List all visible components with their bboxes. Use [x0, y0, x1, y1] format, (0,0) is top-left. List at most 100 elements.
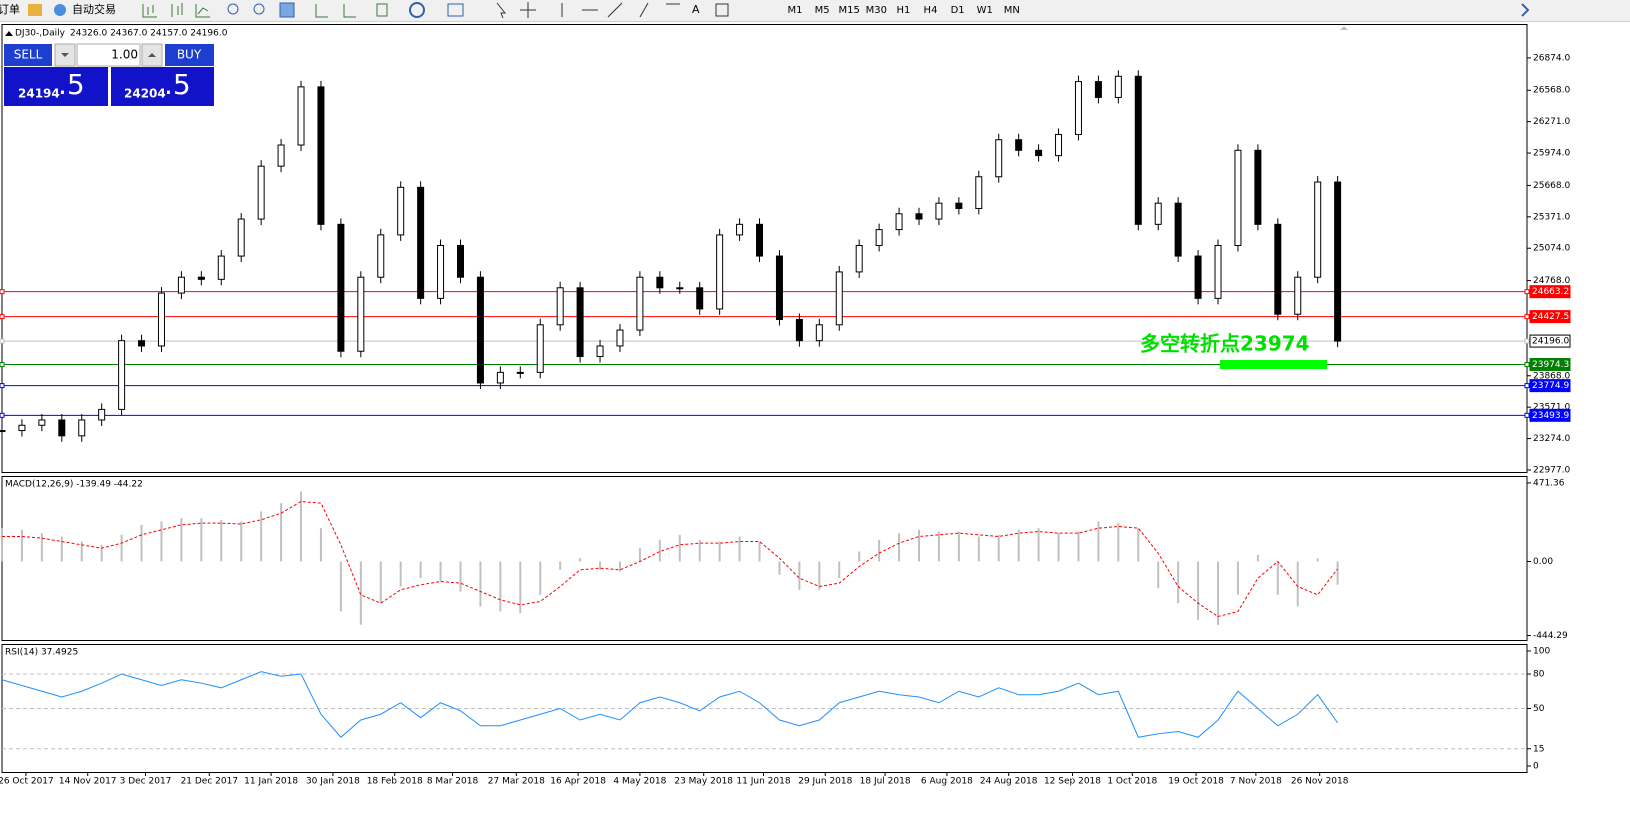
icon[interactable]	[28, 4, 42, 16]
icon[interactable]	[171, 3, 183, 17]
candle	[835, 271, 843, 326]
candle	[576, 287, 584, 358]
ask-price[interactable]: 24204	[124, 87, 166, 101]
y-tick-label: 50	[1533, 704, 1545, 714]
icon[interactable]	[253, 3, 265, 15]
candle	[895, 213, 903, 231]
bid-fraction[interactable]: .5	[58, 68, 85, 101]
macd-bar	[658, 539, 661, 562]
level-label: 23493.9	[1532, 411, 1569, 421]
x-tick-label: 3 Dec 2017	[120, 777, 172, 787]
candle	[377, 234, 385, 278]
shift-marker	[1340, 26, 1348, 30]
ask-fraction[interactable]: .5	[164, 68, 191, 101]
rsi-line	[1, 671, 1339, 738]
macd-bar	[599, 561, 602, 570]
y-tick-label: 15	[1533, 744, 1544, 754]
macd-bar	[519, 561, 522, 614]
icon[interactable]: A	[692, 3, 700, 16]
icon[interactable]	[496, 2, 680, 19]
bid-price[interactable]: 24194	[18, 87, 60, 101]
period-button[interactable]: M1	[788, 5, 803, 16]
icon[interactable]	[54, 4, 66, 16]
icon[interactable]	[447, 3, 464, 17]
macd-bar	[638, 548, 641, 562]
period-button[interactable]: M5	[815, 5, 830, 16]
plots: 26874.0 26568.0 26271.0 25974.0 25668.0 25371…	[0, 53, 1571, 787]
arrow	[148, 53, 156, 57]
x-tick-label: 14 Nov 2017	[59, 777, 117, 787]
candle	[556, 287, 564, 326]
macd-bar	[1256, 554, 1259, 562]
candle	[496, 371, 504, 384]
y-tick-label: 25074.0	[1533, 244, 1570, 254]
level-label: 24196.0	[1532, 337, 1569, 347]
macd-bar	[1177, 561, 1180, 604]
macd-bar	[1097, 521, 1100, 562]
period-button[interactable]: M15	[839, 5, 860, 16]
x-tick-label: 12 Sep 2018	[1044, 777, 1101, 787]
macd-bar	[379, 561, 382, 604]
icon[interactable]	[142, 4, 157, 18]
candle	[1134, 75, 1142, 225]
period-button[interactable]: MN	[1004, 5, 1020, 16]
lots-input[interactable]	[76, 43, 141, 67]
y-tick-label: -444.29	[1533, 631, 1568, 641]
candle	[935, 202, 943, 220]
sell-button[interactable]	[4, 44, 52, 66]
macd-bar	[439, 561, 442, 582]
x-tick-label: 11 Jan 2018	[244, 777, 298, 787]
period-button[interactable]: H4	[924, 5, 938, 16]
icon[interactable]	[409, 2, 425, 18]
macd-bar	[300, 491, 303, 562]
macd-bar	[339, 561, 342, 612]
icon[interactable]	[227, 3, 239, 15]
candle	[217, 255, 225, 280]
arrow	[61, 53, 69, 57]
x-tick-label: 19 Oct 2018	[1168, 777, 1224, 787]
lots[interactable]: 1.00	[111, 48, 138, 62]
candle	[1214, 244, 1222, 299]
ask-box[interactable]	[111, 67, 214, 106]
candle	[58, 419, 66, 437]
bid-box[interactable]	[4, 67, 108, 106]
period-button[interactable]: D1	[951, 5, 965, 16]
candle	[177, 276, 185, 294]
level-tag	[1529, 379, 1571, 393]
x-tick-label: 29 Jun 2018	[798, 777, 852, 787]
level-label: 23774.9	[1532, 381, 1569, 391]
candle	[516, 371, 524, 374]
level-handle	[0, 314, 5, 320]
rsi-title: RSI(14) 37.4925	[5, 648, 78, 658]
icon[interactable]	[279, 2, 295, 18]
candle	[1234, 149, 1242, 246]
signal-line	[2, 500, 1339, 618]
period-button[interactable]: M30	[866, 5, 887, 16]
y-tick-label: 100	[1533, 646, 1550, 656]
macd-bar	[957, 531, 960, 562]
buy-button[interactable]	[165, 44, 214, 66]
y-tick-label: 23274.0	[1533, 434, 1570, 444]
toolbar-item[interactable]: 自动交易	[72, 2, 116, 16]
period-button[interactable]: H1	[896, 5, 910, 16]
x-tick-label: 26 Nov 2018	[1291, 777, 1349, 787]
macd-bar	[1217, 561, 1220, 625]
icon[interactable]	[315, 3, 388, 18]
candle	[815, 324, 823, 342]
icon[interactable]	[1521, 3, 1530, 17]
candle	[775, 255, 783, 321]
toolbar-item[interactable]: 订单	[0, 3, 20, 16]
buy-label[interactable]: BUY	[177, 48, 202, 62]
candle	[536, 324, 544, 373]
candle	[437, 244, 445, 299]
icon[interactable]	[195, 4, 210, 18]
sell-label[interactable]: SELL	[14, 48, 43, 62]
level-tag	[1529, 408, 1571, 422]
y-tick-label: 0.00	[1533, 557, 1553, 567]
x-tick-label: 24 Aug 2018	[980, 777, 1038, 787]
period-button[interactable]: W1	[977, 5, 993, 16]
icon[interactable]	[715, 3, 729, 17]
candle	[975, 176, 983, 209]
candle	[277, 144, 285, 167]
